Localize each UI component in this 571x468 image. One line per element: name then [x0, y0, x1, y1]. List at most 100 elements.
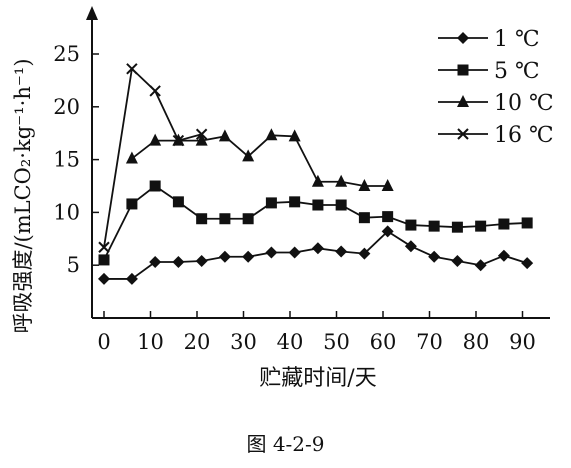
data-point-diamond — [311, 242, 324, 255]
x-tick-label: 70 — [416, 330, 443, 354]
data-point-square — [358, 212, 370, 224]
data-point-triangle — [265, 128, 278, 141]
data-point-diamond — [265, 246, 278, 259]
chart: 0 10 20 30 40 50 60 70 80 90 5 10 15 20 25 贮藏时间/天 呼吸强度… — [11, 6, 554, 391]
y-tick-label: 25 — [53, 42, 80, 66]
data-point-square — [428, 220, 440, 232]
data-point-diamond — [172, 256, 185, 269]
series — [98, 63, 208, 253]
data-point-diamond — [404, 240, 417, 253]
data-point-triangle — [381, 179, 394, 191]
data-point-triangle — [288, 129, 301, 142]
data-point-square — [289, 196, 301, 208]
data-point-triangle — [149, 133, 162, 146]
series — [125, 128, 394, 191]
legend-item: 1 ℃ — [438, 27, 540, 52]
data-point-cross — [98, 241, 110, 253]
ticks: 0 10 20 30 40 50 60 70 80 90 5 10 15 20 25 — [53, 42, 536, 354]
data-point-triangle — [335, 174, 348, 187]
data-point-diamond — [358, 247, 371, 260]
data-point-cross — [126, 63, 138, 75]
y-tick-label: 5 — [67, 253, 80, 277]
data-point-diamond — [149, 256, 162, 269]
series-layer — [98, 63, 534, 285]
y-axis-label: 呼吸强度/(mLCO₂·kg⁻¹·h⁻¹) — [11, 58, 35, 333]
data-point-diamond — [98, 272, 110, 285]
x-tick-label: 0 — [97, 330, 110, 354]
data-point-diamond — [428, 250, 441, 263]
data-point-square — [126, 198, 138, 210]
x-tick-label: 80 — [463, 330, 490, 354]
cross-stroke — [172, 134, 185, 147]
data-point-square — [265, 197, 277, 209]
data-point-square — [475, 220, 487, 232]
cross-stroke — [98, 241, 110, 253]
series — [98, 225, 534, 285]
data-point-diamond — [218, 250, 231, 263]
cross-stroke — [195, 128, 208, 140]
data-point-diamond — [335, 245, 348, 258]
data-point-diamond — [457, 32, 469, 44]
data-point-triangle — [311, 174, 324, 187]
y-tick-label: 10 — [53, 200, 80, 224]
legend-label: 10 ℃ — [494, 91, 554, 116]
x-axis-label: 贮藏时间/天 — [259, 366, 376, 391]
data-point-square — [196, 213, 208, 225]
axes — [86, 6, 550, 319]
data-point-cross — [149, 85, 161, 97]
data-point-square — [242, 213, 254, 225]
figure-caption: 图 4-2-9 — [246, 432, 325, 456]
legend-label: 5 ℃ — [494, 59, 540, 84]
data-point-square — [521, 217, 533, 229]
series-line — [104, 230, 528, 280]
data-point-diamond — [497, 249, 510, 262]
data-point-square — [98, 254, 110, 266]
data-point-square — [219, 213, 231, 225]
data-point-diamond — [195, 254, 208, 267]
data-point-triangle — [125, 151, 138, 164]
x-tick-label: 40 — [277, 330, 304, 354]
data-point-cross — [195, 128, 208, 140]
data-point-diamond — [288, 246, 301, 259]
data-point-square — [451, 221, 463, 233]
data-point-square — [457, 64, 469, 76]
data-point-square — [498, 218, 510, 230]
x-tick-label: 20 — [184, 330, 211, 354]
data-point-square — [382, 211, 394, 223]
x-tick-label: 90 — [509, 330, 536, 354]
cross-stroke — [457, 128, 469, 140]
data-point-cross — [172, 134, 185, 147]
data-point-triangle — [242, 149, 255, 162]
data-point-square — [405, 219, 417, 231]
legend-label: 16 ℃ — [494, 123, 554, 148]
cross-stroke — [126, 63, 138, 75]
data-point-diamond — [521, 257, 534, 270]
data-point-diamond — [381, 225, 394, 238]
y-axis-arrow — [86, 6, 98, 20]
data-point-diamond — [451, 254, 464, 267]
data-point-square — [172, 196, 184, 208]
data-point-triangle — [358, 179, 371, 191]
x-tick-label: 10 — [137, 330, 164, 354]
legend-item: 10 ℃ — [438, 91, 554, 116]
x-tick-label: 50 — [323, 330, 350, 354]
data-point-square — [312, 199, 324, 211]
cross-stroke — [149, 85, 161, 97]
data-point-square — [335, 199, 347, 211]
series-line — [103, 66, 202, 248]
x-tick-label: 30 — [230, 330, 257, 354]
y-tick-label: 20 — [53, 95, 80, 119]
legend-item: 16 ℃ — [438, 123, 554, 148]
data-point-triangle — [457, 95, 469, 107]
x-tick-label: 60 — [370, 330, 397, 354]
data-point-cross — [457, 128, 469, 140]
data-point-diamond — [242, 250, 255, 263]
legend-item: 5 ℃ — [438, 59, 540, 84]
data-point-triangle — [195, 133, 208, 146]
series-line — [131, 134, 388, 187]
legend: 1 ℃ 5 ℃ 10 ℃ 16 ℃ — [438, 27, 554, 148]
data-point-diamond — [125, 272, 138, 285]
series — [98, 180, 533, 266]
y-tick-label: 15 — [53, 148, 80, 172]
data-point-triangle — [218, 129, 231, 142]
